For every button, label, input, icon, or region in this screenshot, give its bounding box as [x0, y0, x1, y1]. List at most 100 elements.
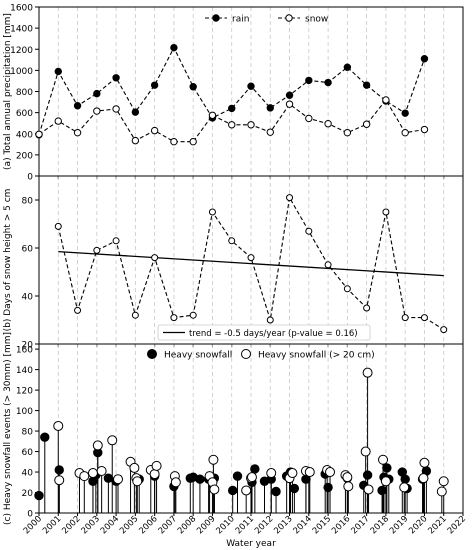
x-tick-label: 2016 [330, 514, 352, 536]
data-point [246, 472, 257, 483]
data-point [232, 471, 243, 481]
data-point [363, 484, 374, 495]
data-point [401, 109, 409, 117]
y-tick-label: 100 [16, 407, 33, 417]
y-ticks: 0 200 400 600 800 1000 1200 1400 1600 [10, 4, 39, 183]
data-point [419, 457, 430, 468]
y-tick-label: 1200 [10, 46, 33, 56]
legend-label: Heavy snowfall (> 20 cm) [258, 351, 375, 361]
legend-label: snow [305, 15, 328, 25]
data-point [96, 466, 107, 477]
x-tick-label: 2015 [311, 514, 333, 536]
y-axis-label: (c) Heavy snowfall events (> 30mm) [mm] [3, 332, 13, 525]
data-point [103, 473, 114, 483]
x-tick-label: 2002 [60, 514, 82, 536]
data-point [362, 81, 371, 89]
data-point [228, 104, 236, 113]
y-tick-label: 1000 [10, 67, 33, 77]
x-tick-label: 2012 [253, 514, 275, 536]
data-point [54, 222, 62, 230]
data-point [92, 440, 103, 451]
y-tick-label: 200 [16, 151, 33, 161]
data-point [305, 76, 313, 85]
data-point [362, 470, 373, 480]
x-tick-label: 2005 [118, 514, 140, 536]
panel-2: 0 20 40 60 80 100 120 140 160(c) Heavy snowfall … [3, 332, 468, 549]
data-point [73, 128, 82, 137]
data-point [266, 128, 274, 136]
data-point [227, 485, 238, 496]
data-point [131, 108, 140, 116]
y-tick-label: 0 [27, 510, 33, 520]
x-tick-label: 2019 [388, 514, 410, 536]
data-point [287, 468, 298, 479]
data-point [286, 194, 294, 202]
y-tick-label: 800 [16, 88, 33, 98]
x-tick-label: 2011 [234, 514, 256, 536]
y-tick-label: 120 [16, 387, 33, 397]
y-tick-label: 40 [22, 293, 34, 303]
data-point [247, 82, 255, 90]
data-point [400, 474, 410, 484]
data-point [87, 468, 98, 479]
data-point [132, 476, 143, 487]
data-point [266, 468, 277, 479]
data-point [305, 227, 313, 235]
data-point [35, 130, 43, 138]
series-1 [53, 367, 449, 497]
data-point [324, 261, 332, 269]
data-point [53, 420, 64, 431]
y-ticks: 0 20 40 60 80 100 120 140 160 [16, 346, 39, 520]
data-point [228, 121, 236, 129]
data-point [438, 476, 449, 487]
data-point [343, 63, 352, 71]
data-point [436, 486, 447, 497]
data-point [74, 306, 82, 314]
data-point [113, 474, 124, 485]
legend-label: rain [232, 15, 249, 25]
data-point [420, 55, 429, 63]
data-point [112, 74, 120, 82]
data-point [151, 460, 162, 471]
y-tick-label: 0 [27, 173, 33, 183]
data-point [170, 137, 178, 146]
y-tick-label: 160 [16, 346, 33, 356]
legend-marker [212, 14, 220, 22]
x-tick-label: 2001 [41, 514, 63, 536]
y-tick-label: 80 [22, 428, 34, 438]
y-tick-label: 140 [16, 366, 33, 376]
x-tick-label: 2007 [157, 514, 179, 536]
data-point [93, 246, 101, 254]
legend: Heavy snowfall Heavy snowfall (> 20 cm) [147, 349, 375, 361]
y-tick-label: 20 [22, 489, 34, 499]
legend-marker [241, 349, 251, 359]
x-tick-label: 2020 [407, 514, 429, 536]
data-point [228, 237, 236, 245]
data-point [129, 462, 140, 473]
y-tick-label: 60 [22, 245, 34, 255]
data-point [131, 311, 139, 319]
data-point [266, 316, 274, 324]
legend-label: trend = -0.5 days/year (p-value = 0.16) [189, 329, 358, 339]
x-tick-label: 2022 [446, 514, 468, 536]
data-point [208, 111, 217, 119]
y-tick-label: 20 [22, 341, 34, 351]
data-point [285, 91, 294, 99]
legend-marker [147, 349, 157, 359]
data-point [250, 464, 260, 474]
x-grid [38, 7, 464, 176]
data-point [420, 125, 429, 134]
data-point [40, 432, 50, 442]
y-ticks: 20 40 60 80 [22, 197, 39, 351]
legend-marker [285, 14, 293, 22]
y-tick-label: 1600 [10, 4, 33, 14]
data-point [112, 237, 120, 245]
data-point [343, 285, 351, 293]
data-point [380, 476, 391, 487]
data-point [418, 473, 429, 484]
series-stems [38, 372, 445, 513]
legend-label: Heavy snowfall [164, 351, 232, 361]
x-tick-label: 2010 [214, 514, 236, 536]
data-point [382, 463, 392, 473]
